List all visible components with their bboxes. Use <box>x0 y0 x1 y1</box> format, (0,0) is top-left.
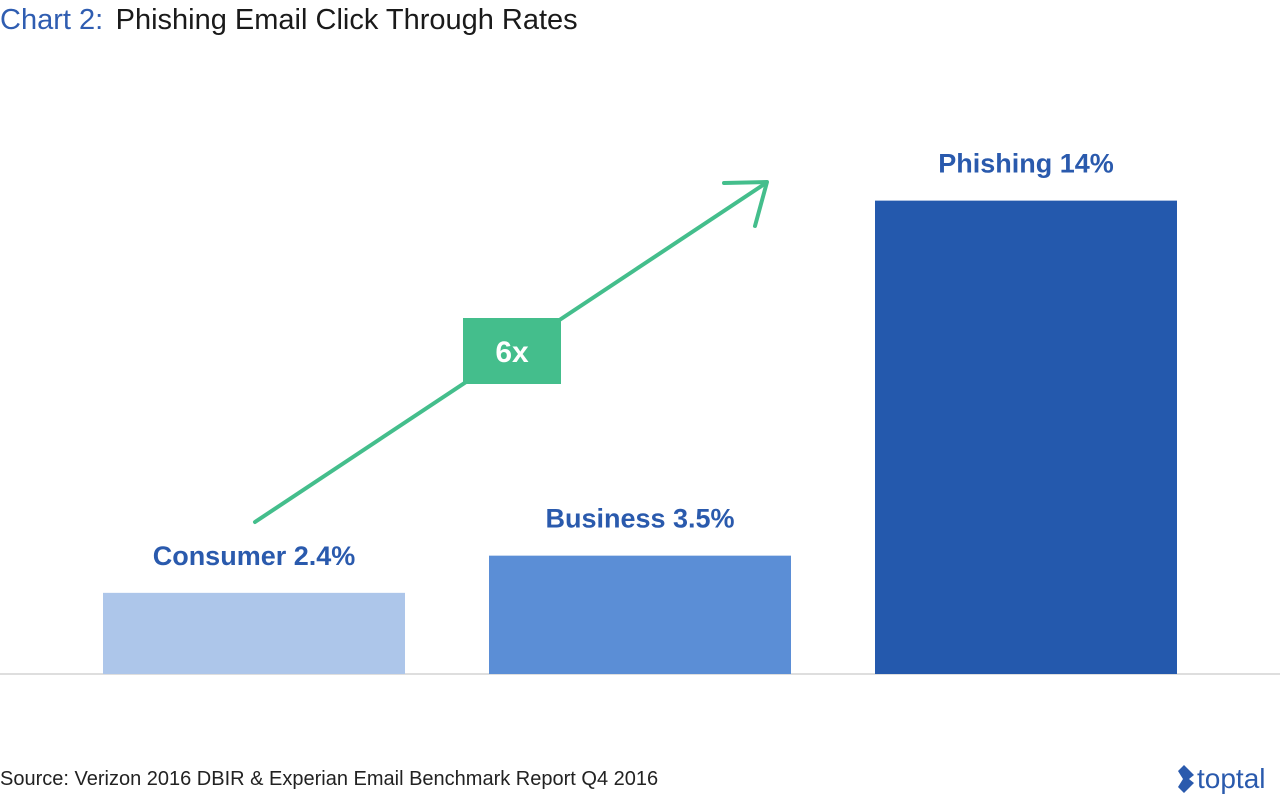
bar-label-phishing: Phishing 14% <box>938 149 1114 179</box>
chart-title-prefix: Chart 2: <box>0 4 103 36</box>
brand-logo: toptal <box>1178 763 1266 794</box>
annotation-badge-text: 6x <box>495 336 529 369</box>
bar-business <box>489 555 791 674</box>
annotation-badge <box>463 318 561 384</box>
bar-phishing <box>875 200 1177 674</box>
bars-group: Consumer 2.4% Business 3.5% Phishing 14% <box>103 149 1177 674</box>
source-note: Source: Verizon 2016 DBIR & Experian Ema… <box>0 768 658 790</box>
bar-label-consumer: Consumer 2.4% <box>153 541 356 571</box>
bar-consumer <box>103 592 405 674</box>
trend-arrow: 6x <box>253 180 769 524</box>
toptal-logo-icon <box>1178 765 1194 793</box>
trend-arrow-head <box>722 180 769 228</box>
brand-name: toptal <box>1197 763 1266 794</box>
chart-title: Chart 2: Phishing Email Click Through Ra… <box>0 4 578 36</box>
bar-label-business: Business 3.5% <box>545 504 734 534</box>
chart-title-text: Phishing Email Click Through Rates <box>116 4 578 36</box>
